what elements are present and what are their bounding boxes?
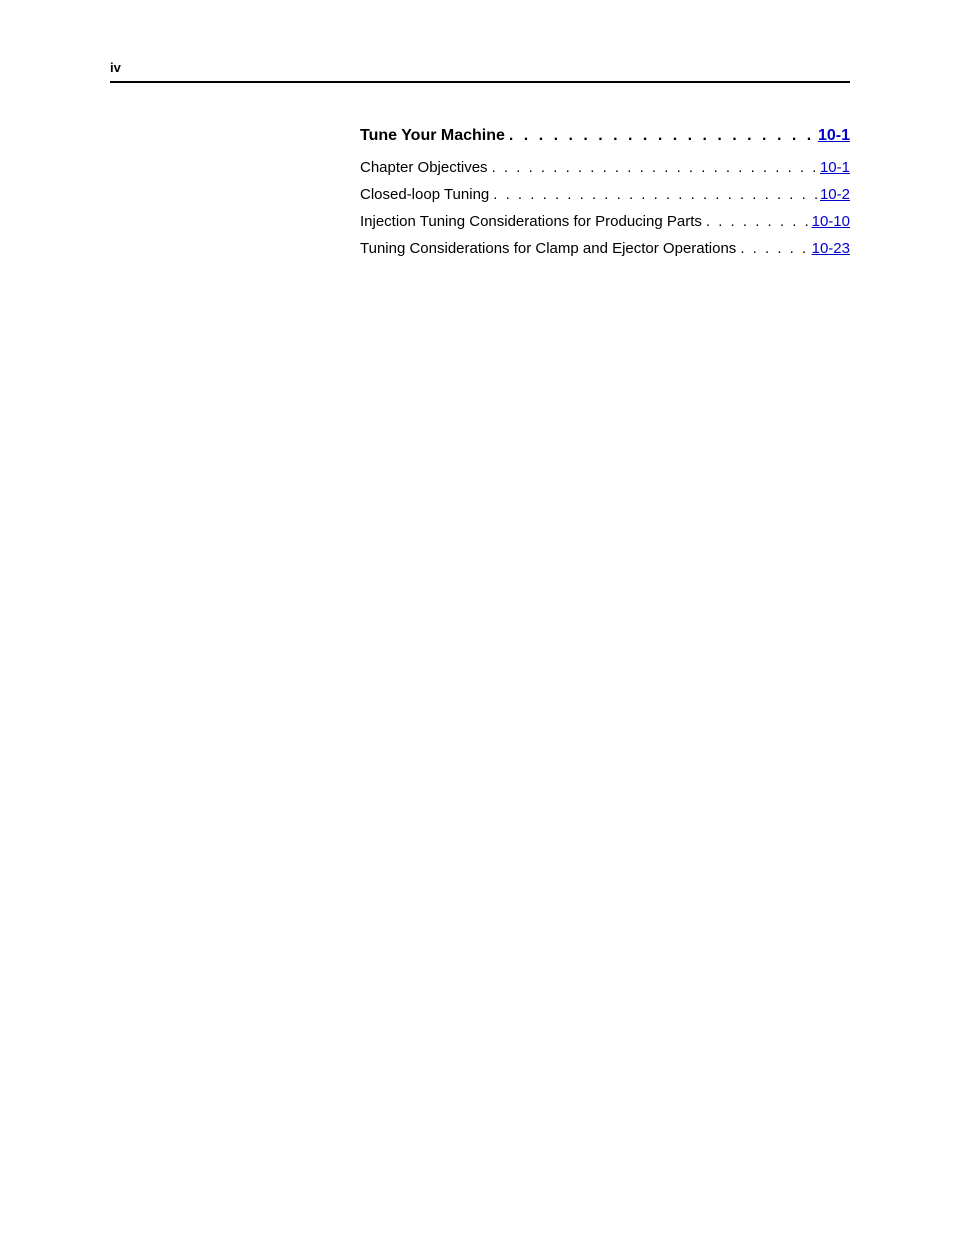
toc-entry-page-link[interactable]: 10-23 xyxy=(810,238,850,259)
toc-chapter-page-link[interactable]: 10-1 xyxy=(816,125,850,147)
toc-entry-page-link[interactable]: 10-2 xyxy=(818,184,850,205)
toc-entry-label: Closed-loop Tuning xyxy=(360,184,489,205)
page-container: iv Tune Your Machine . . . . . . . . . .… xyxy=(110,60,850,265)
toc-entry-label: Tuning Considerations for Clamp and Ejec… xyxy=(360,238,736,259)
toc-entry-row: Chapter Objectives . . . . . . . . . . .… xyxy=(360,157,850,178)
toc-dots: . . . . . . . . . . . . . . . . . . . . … xyxy=(702,211,810,232)
toc-entry-page-link[interactable]: 10-1 xyxy=(818,157,850,178)
toc-entry-row: Tuning Considerations for Clamp and Ejec… xyxy=(360,238,850,259)
header-rule xyxy=(110,81,850,83)
toc-dots: . . . . . . . . . . . . . . . . . . . . … xyxy=(736,238,809,259)
toc-entry-row: Injection Tuning Considerations for Prod… xyxy=(360,211,850,232)
page-number: iv xyxy=(110,60,850,81)
toc-chapter-row: Tune Your Machine . . . . . . . . . . . … xyxy=(360,125,850,147)
table-of-contents: Tune Your Machine . . . . . . . . . . . … xyxy=(360,125,850,259)
toc-dots: . . . . . . . . . . . . . . . . . . . . … xyxy=(505,125,816,147)
toc-entry-page-link[interactable]: 10-10 xyxy=(810,211,850,232)
toc-dots: . . . . . . . . . . . . . . . . . . . . … xyxy=(489,184,818,205)
toc-entry-row: Closed-loop Tuning . . . . . . . . . . .… xyxy=(360,184,850,205)
toc-dots: . . . . . . . . . . . . . . . . . . . . … xyxy=(488,157,818,178)
toc-chapter-label: Tune Your Machine xyxy=(360,125,505,147)
toc-entry-label: Chapter Objectives xyxy=(360,157,488,178)
toc-entry-label: Injection Tuning Considerations for Prod… xyxy=(360,211,702,232)
